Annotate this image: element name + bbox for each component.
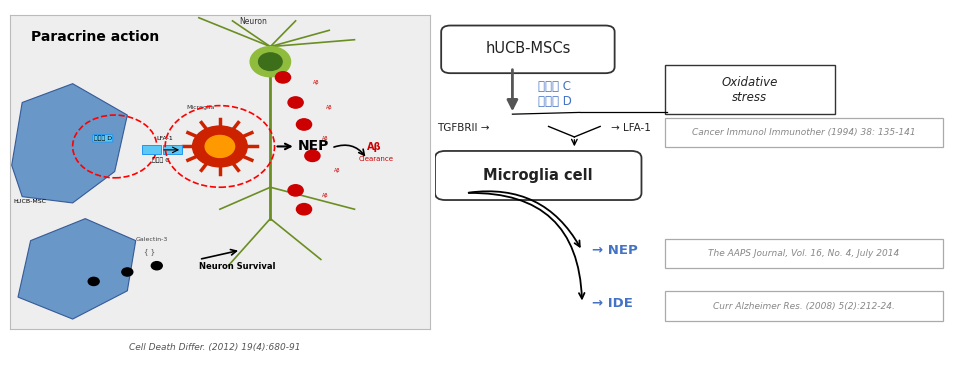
Text: → LFA-1: → LFA-1 — [611, 123, 650, 133]
FancyBboxPatch shape — [664, 65, 836, 114]
Text: Cell Death Differ. (2012) 19(4):680-91: Cell Death Differ. (2012) 19(4):680-91 — [129, 343, 301, 352]
Text: Paracrine action: Paracrine action — [31, 30, 159, 44]
Text: Aβ: Aβ — [314, 80, 320, 85]
Text: { }: { } — [144, 248, 155, 255]
Polygon shape — [18, 219, 136, 319]
Circle shape — [192, 126, 248, 167]
Circle shape — [288, 97, 303, 108]
FancyBboxPatch shape — [664, 239, 944, 268]
Text: Neuron Survival: Neuron Survival — [199, 262, 275, 271]
Circle shape — [250, 47, 291, 77]
Circle shape — [206, 135, 234, 157]
Text: Neuron: Neuron — [240, 17, 268, 26]
Text: 단백질 D: 단백질 D — [538, 95, 572, 108]
Text: Microglia cell: Microglia cell — [484, 168, 593, 183]
Circle shape — [151, 262, 163, 270]
Circle shape — [288, 185, 303, 196]
Circle shape — [88, 277, 99, 285]
Circle shape — [121, 268, 133, 276]
Text: 단백질 D: 단백질 D — [94, 135, 112, 141]
Text: Aβ: Aβ — [335, 168, 341, 173]
FancyBboxPatch shape — [441, 26, 615, 73]
Bar — [142, 146, 161, 154]
Text: Aβ: Aβ — [326, 105, 333, 110]
Text: Microglia: Microglia — [186, 105, 214, 110]
Text: hUCB-MSC: hUCB-MSC — [13, 199, 47, 204]
FancyBboxPatch shape — [664, 291, 944, 321]
Text: Curr Alzheimer Res. (2008) 5(2):212-24.: Curr Alzheimer Res. (2008) 5(2):212-24. — [713, 301, 895, 311]
Circle shape — [296, 204, 312, 215]
Text: Aβ: Aβ — [367, 142, 381, 151]
Circle shape — [296, 119, 312, 130]
Polygon shape — [11, 84, 127, 203]
Text: The AAPS Journal, Vol. 16, No. 4, July 2014: The AAPS Journal, Vol. 16, No. 4, July 2… — [708, 249, 900, 258]
Text: Clearance: Clearance — [358, 155, 394, 162]
Text: Galectin-3: Galectin-3 — [136, 237, 168, 242]
Text: Aβ: Aβ — [322, 136, 328, 141]
Text: TGFBRII →: TGFBRII → — [438, 123, 490, 133]
Circle shape — [275, 72, 291, 83]
Text: Aβ: Aβ — [322, 193, 328, 198]
Text: 단백질 C: 단백질 C — [538, 80, 572, 93]
Text: 단백질 C: 단백질 C — [152, 158, 170, 163]
Text: Oxidative
stress: Oxidative stress — [722, 76, 778, 104]
Text: Cancer Immunol Immunother (1994) 38: 135-141: Cancer Immunol Immunother (1994) 38: 135… — [692, 128, 916, 137]
FancyBboxPatch shape — [435, 151, 641, 200]
Text: → IDE: → IDE — [593, 297, 633, 310]
Text: LFA-1: LFA-1 — [157, 136, 174, 141]
Text: → NEP: → NEP — [593, 244, 639, 257]
FancyBboxPatch shape — [664, 118, 944, 147]
Text: hUCB-MSCs: hUCB-MSCs — [486, 41, 571, 56]
Bar — [163, 146, 182, 154]
Text: NEP: NEP — [297, 139, 329, 153]
Circle shape — [305, 150, 320, 161]
Circle shape — [258, 53, 282, 70]
